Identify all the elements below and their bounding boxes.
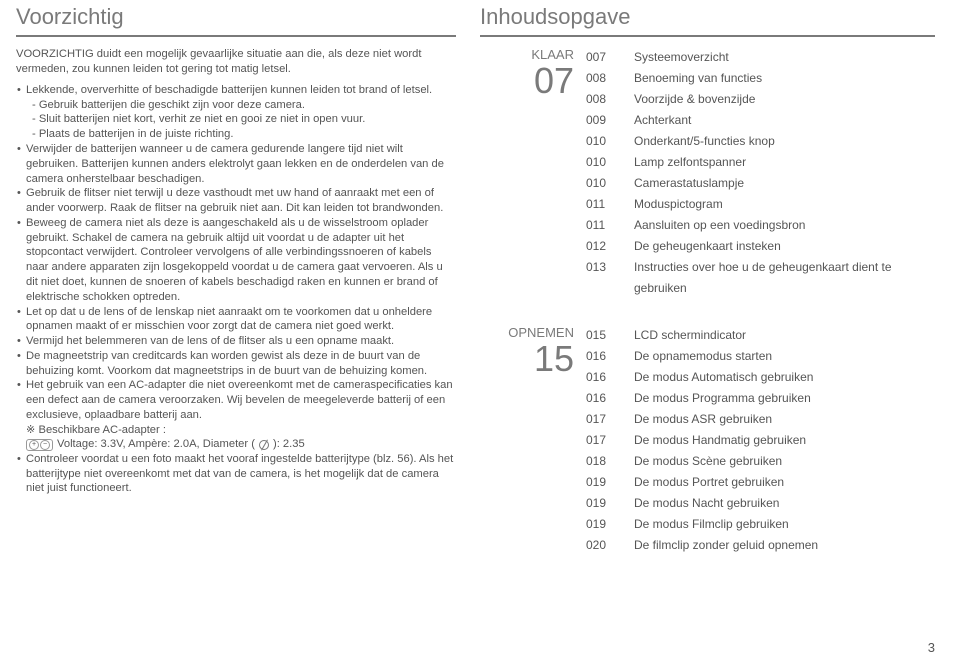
toc-entry: Lamp zelfontspanner (634, 152, 935, 173)
toc-titles-col: Systeemoverzicht Benoeming van functies … (634, 47, 935, 299)
toc-page: 007 (586, 47, 616, 68)
toc-entry: Achterkant (634, 110, 935, 131)
caution-section: Voorzichtig VOORZICHTIG duidt een mogeli… (16, 3, 456, 556)
toc-entry: Moduspictogram (634, 194, 935, 215)
toc-section: Inhoudsopgave KLAAR 07 007 008 008 009 0… (480, 3, 935, 556)
diameter-tail: ): 2.35 (273, 437, 305, 452)
list-item: Verwijder de batterijen wanneer u de cam… (16, 142, 456, 186)
list-item: Beweeg de camera niet als deze is aanges… (16, 216, 456, 305)
toc-entry: Aansluiten op een voedingsbron (634, 215, 935, 236)
list-item: Controleer voordat u een foto maakt het … (16, 452, 456, 496)
toc-label-block: KLAAR 07 (480, 47, 574, 299)
toc-label-block: OPNEMEN 15 (480, 325, 574, 556)
adapter-spec-values: +− Voltage: 3.3V, Ampère: 2.0A, Diameter… (16, 437, 456, 452)
toc-entry: Benoeming van functies (634, 68, 935, 89)
toc-page: 019 (586, 472, 616, 493)
toc-page: 019 (586, 514, 616, 535)
toc-page: 009 (586, 110, 616, 131)
toc-entry: Camerastatuslampje (634, 173, 935, 194)
toc-page: 016 (586, 388, 616, 409)
sub-item: - Gebruik batterijen die geschikt zijn v… (26, 98, 456, 113)
toc-entry: De modus Programma gebruiken (634, 388, 935, 409)
toc-pages-col: 007 008 008 009 010 010 010 011 011 012 … (586, 47, 616, 299)
sub-item: - Plaats de batterijen in de juiste rich… (26, 127, 456, 142)
toc-page: 013 (586, 257, 616, 278)
caution-intro: VOORZICHTIG duidt een mogelijk gevaarlij… (16, 47, 456, 77)
list-item: Gebruik de flitser niet terwijl u deze v… (16, 186, 456, 216)
bullet-text: Verwijder de batterijen wanneer u de cam… (26, 143, 444, 185)
toc-group-opnemen: OPNEMEN 15 015 016 016 016 017 017 018 0… (480, 325, 935, 556)
toc-entry: De filmclip zonder geluid opnemen (634, 535, 935, 556)
toc-page: 016 (586, 367, 616, 388)
bullet-text: Gebruik de flitser niet terwijl u deze v… (26, 187, 443, 214)
bullet-text: Vermijd het belemmeren van de lens of de… (26, 335, 394, 347)
toc-entry: De opnamemodus starten (634, 346, 935, 367)
toc-titles-col: LCD schermindicator De opnamemodus start… (634, 325, 935, 556)
voltage-text: Voltage: 3.3V, Ampère: 2.0A, Diameter ( (57, 437, 255, 452)
toc-page: 018 (586, 451, 616, 472)
diameter-icon (259, 440, 269, 450)
toc-page: 016 (586, 346, 616, 367)
bullet-text: Controleer voordat u een foto maakt het … (26, 453, 453, 495)
toc-entry: Instructies over hoe u de geheugenkaart … (634, 257, 935, 299)
toc-entry: Voorzijde & bovenzijde (634, 89, 935, 110)
list-item: Lekkende, oververhitte of beschadigde ba… (16, 83, 456, 142)
toc-page: 011 (586, 215, 616, 236)
toc-entry: Onderkant/5-functies knop (634, 131, 935, 152)
bullet-text: Lekkende, oververhitte of beschadigde ba… (26, 84, 432, 96)
sub-item: - Sluit batterijen niet kort, verhit ze … (26, 112, 456, 127)
bullet-text: Beweeg de camera niet als deze is aanges… (26, 217, 443, 303)
bullet-text: Let op dat u de lens of de lenskap niet … (26, 306, 432, 333)
toc-section-num: 07 (480, 63, 574, 99)
list-item: De magneetstrip van creditcards kan word… (16, 349, 456, 379)
toc-group-klaar: KLAAR 07 007 008 008 009 010 010 010 011… (480, 47, 935, 299)
toc-pages-col: 015 016 016 016 017 017 018 019 019 019 … (586, 325, 616, 556)
bullet-text: Het gebruik van een AC-adapter die niet … (26, 379, 453, 421)
polarity-icon: +− (26, 439, 53, 451)
toc-page: 010 (586, 152, 616, 173)
toc-entry: Systeemoverzicht (634, 47, 935, 68)
toc-page: 008 (586, 68, 616, 89)
caution-title: Voorzichtig (16, 3, 456, 37)
toc-page: 017 (586, 430, 616, 451)
toc-entry: De modus Filmclip gebruiken (634, 514, 935, 535)
toc-page: 010 (586, 173, 616, 194)
toc-page: 011 (586, 194, 616, 215)
toc-page: 017 (586, 409, 616, 430)
caution-list: Lekkende, oververhitte of beschadigde ba… (16, 83, 456, 423)
page-number: 3 (928, 640, 935, 657)
toc-page: 012 (586, 236, 616, 257)
adapter-spec-label: ※ Beschikbare AC-adapter : (16, 423, 456, 438)
toc-page: 010 (586, 131, 616, 152)
toc-entry: De modus Scène gebruiken (634, 451, 935, 472)
list-item: Het gebruik van een AC-adapter die niet … (16, 378, 456, 422)
toc-entry: LCD schermindicator (634, 325, 935, 346)
toc-page: 015 (586, 325, 616, 346)
list-item: Let op dat u de lens of de lenskap niet … (16, 305, 456, 335)
toc-entry: De geheugenkaart insteken (634, 236, 935, 257)
toc-entry: De modus Handmatig gebruiken (634, 430, 935, 451)
toc-entry: De modus ASR gebruiken (634, 409, 935, 430)
toc-section-num: 15 (480, 341, 574, 377)
toc-entry: De modus Portret gebruiken (634, 472, 935, 493)
toc-page: 020 (586, 535, 616, 556)
toc-entry: De modus Nacht gebruiken (634, 493, 935, 514)
list-item: Vermijd het belemmeren van de lens of de… (16, 334, 456, 349)
toc-page: 019 (586, 493, 616, 514)
toc-page: 008 (586, 89, 616, 110)
bullet-text: De magneetstrip van creditcards kan word… (26, 350, 427, 377)
caution-list-tail: Controleer voordat u een foto maakt het … (16, 452, 456, 496)
toc-title: Inhoudsopgave (480, 3, 935, 37)
toc-entry: De modus Automatisch gebruiken (634, 367, 935, 388)
